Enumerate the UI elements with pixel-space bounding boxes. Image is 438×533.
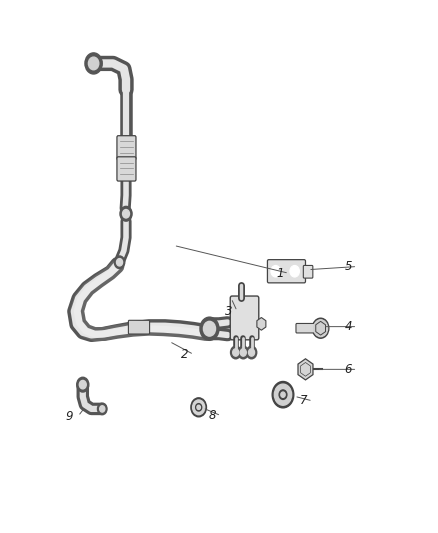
Text: 1: 1 — [276, 267, 284, 280]
Circle shape — [196, 403, 202, 411]
Circle shape — [279, 390, 287, 399]
Circle shape — [290, 265, 300, 277]
Circle shape — [312, 318, 329, 338]
FancyBboxPatch shape — [117, 157, 136, 181]
FancyBboxPatch shape — [117, 136, 136, 160]
Circle shape — [200, 317, 219, 341]
Circle shape — [230, 346, 241, 359]
Circle shape — [114, 256, 125, 269]
Text: 2: 2 — [181, 348, 189, 361]
Circle shape — [197, 405, 201, 409]
Text: 4: 4 — [345, 320, 352, 333]
FancyBboxPatch shape — [128, 320, 150, 334]
FancyBboxPatch shape — [230, 296, 259, 340]
Circle shape — [240, 349, 246, 356]
Circle shape — [281, 392, 285, 397]
Circle shape — [98, 403, 107, 415]
Circle shape — [314, 320, 328, 337]
FancyBboxPatch shape — [304, 265, 313, 278]
Text: 9: 9 — [65, 410, 73, 423]
Circle shape — [117, 259, 123, 266]
Circle shape — [233, 349, 239, 356]
Circle shape — [120, 206, 132, 221]
Circle shape — [248, 349, 254, 356]
Circle shape — [271, 265, 280, 277]
Circle shape — [85, 53, 102, 74]
Circle shape — [193, 400, 205, 415]
Circle shape — [123, 209, 130, 218]
Circle shape — [100, 406, 105, 412]
Circle shape — [203, 321, 215, 336]
Circle shape — [191, 398, 206, 417]
Circle shape — [272, 382, 294, 408]
Circle shape — [246, 346, 257, 359]
Text: 3: 3 — [224, 305, 232, 318]
Circle shape — [274, 384, 292, 405]
Circle shape — [79, 381, 86, 389]
Circle shape — [88, 57, 99, 70]
Text: 7: 7 — [300, 394, 307, 408]
Text: 6: 6 — [345, 363, 352, 376]
Circle shape — [77, 377, 89, 392]
FancyBboxPatch shape — [296, 324, 319, 333]
Circle shape — [238, 346, 248, 359]
Text: 5: 5 — [345, 260, 352, 273]
Text: 8: 8 — [208, 409, 216, 422]
FancyBboxPatch shape — [268, 260, 305, 283]
